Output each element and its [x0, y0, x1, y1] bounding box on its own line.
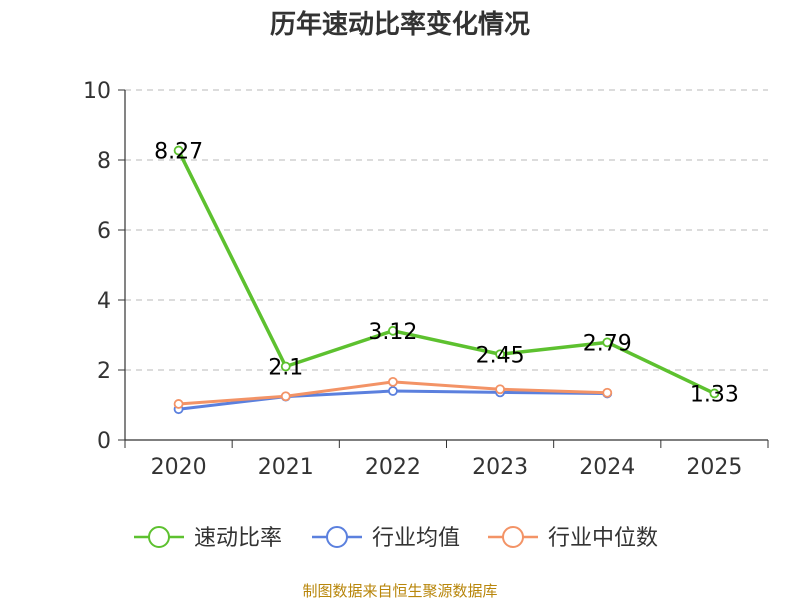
data-point — [173, 145, 184, 156]
legend-item-1[interactable]: 行业均值 — [312, 526, 460, 551]
legend-label: 速动比率 — [194, 526, 282, 551]
legend-label: 行业均值 — [372, 526, 460, 551]
legend-marker — [148, 526, 170, 548]
x-tick-label: 2022 — [365, 455, 421, 480]
legend-marker — [326, 526, 348, 548]
x-tick-label: 2021 — [258, 455, 314, 480]
y-tick-label: 8 — [97, 149, 111, 174]
data-point — [173, 399, 184, 409]
data-label: 8.27 — [154, 140, 203, 165]
data-point — [709, 388, 720, 399]
y-tick-label: 2 — [97, 359, 111, 384]
data-point — [602, 337, 613, 348]
x-tick-label: 2024 — [579, 455, 635, 480]
data-point — [388, 325, 398, 336]
data-point — [388, 376, 398, 387]
y-tick-label: 6 — [97, 219, 111, 244]
legend-item-2[interactable]: 行业中位数 — [488, 526, 658, 551]
data-point — [602, 387, 613, 398]
data-label: 2.79 — [583, 331, 632, 356]
data-point — [280, 391, 291, 402]
y-tick-label: 10 — [83, 79, 111, 104]
x-tick-label: 2023 — [472, 455, 528, 480]
chart-title: 历年速动比率变化情况 — [270, 9, 530, 40]
source-note: 制图数据来自恒生聚源数据库 — [302, 582, 497, 600]
data-label: 2.1 — [268, 356, 303, 381]
data-label: 1.33 — [690, 382, 739, 407]
data-point — [495, 384, 505, 395]
series-line-0 — [177, 149, 716, 396]
data-label: 2.45 — [476, 343, 525, 368]
data-label: 3.12 — [368, 320, 417, 345]
legend-item-0[interactable]: 速动比率 — [134, 526, 282, 551]
data-point — [388, 386, 398, 396]
legend-label: 行业中位数 — [548, 526, 658, 551]
legend-marker — [502, 526, 524, 548]
x-tick-label: 2025 — [686, 455, 742, 480]
x-tick-label: 2020 — [151, 455, 207, 480]
data-point — [280, 361, 291, 372]
y-tick-label: 0 — [97, 429, 111, 454]
data-point — [495, 349, 505, 360]
y-tick-label: 4 — [97, 289, 111, 314]
